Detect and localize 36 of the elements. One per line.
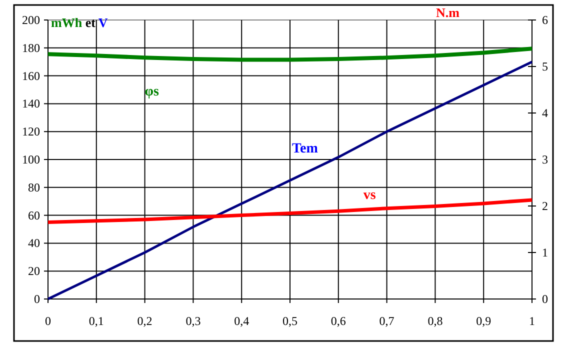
line-series — [46, 60, 534, 300]
y2-tick-label: 1 — [542, 246, 548, 260]
y-tick-label: 40 — [28, 236, 40, 250]
y2-tick-label: 6 — [542, 13, 548, 27]
y-axis-title: mWh et V — [51, 15, 108, 30]
x-tick-label: 0,7 — [379, 314, 394, 328]
series-label: Tem — [292, 141, 318, 156]
x-tick-label: 0,8 — [428, 314, 443, 328]
y2-tick-label: 2 — [542, 199, 548, 213]
y2-tick-label: 0 — [542, 292, 548, 306]
y2-tick-label: 4 — [542, 106, 548, 120]
x-tick-label: 0,3 — [186, 314, 201, 328]
y-tick-label: 200 — [22, 13, 40, 27]
x-tick-label: 0,6 — [330, 314, 346, 328]
x-tick-label: 0,2 — [137, 314, 152, 328]
y2-axis-title: N.m — [436, 5, 460, 20]
y2-tick-label: 5 — [542, 60, 548, 74]
y-tick-label: 140 — [22, 96, 40, 111]
line-series — [46, 198, 534, 224]
y-tick-label: 80 — [28, 180, 40, 194]
x-tick-label: 0 — [45, 314, 51, 328]
y-tick-label: 60 — [28, 208, 40, 222]
y-tick-label: 20 — [28, 264, 40, 278]
y-tick-label: 160 — [22, 68, 40, 83]
y-tick-label: 0 — [34, 292, 40, 306]
x-tick-label: 0,1 — [88, 314, 104, 328]
y-tick-label: 100 — [22, 152, 40, 166]
x-tick-label: 0,4 — [234, 314, 250, 328]
x-tick-label: 1 — [529, 314, 535, 328]
y-tick-label: 180 — [22, 40, 40, 55]
x-tick-label: 0,5 — [282, 314, 298, 328]
series-label: vs — [363, 188, 376, 204]
y2-tick-label: 3 — [542, 152, 548, 166]
line-series — [46, 46, 534, 62]
x-tick-label: 0,9 — [476, 314, 492, 328]
y-tick-label: 120 — [22, 124, 40, 139]
